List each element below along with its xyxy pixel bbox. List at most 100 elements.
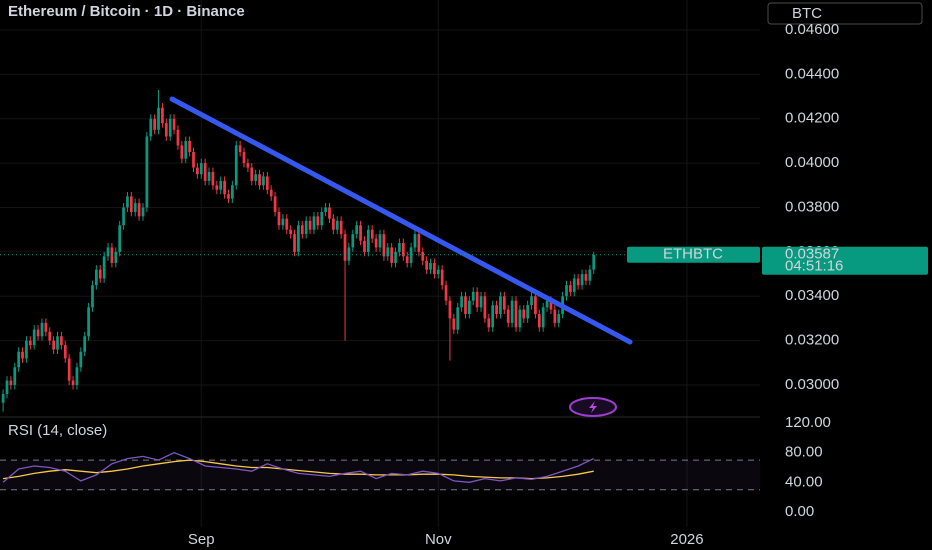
candle-body <box>421 251 425 261</box>
currency-button[interactable] <box>767 2 923 25</box>
candle-body <box>192 152 195 168</box>
icon-bolt[interactable] <box>589 401 597 413</box>
candle-body <box>87 307 90 337</box>
candle-body <box>32 329 36 346</box>
candle-body <box>60 336 63 346</box>
candle-body <box>157 107 160 130</box>
candle-body <box>176 129 180 146</box>
candle-body <box>475 291 479 308</box>
candle-body <box>351 234 355 248</box>
candle-body <box>401 243 405 257</box>
candle-body <box>359 225 362 241</box>
candle-body <box>13 367 17 386</box>
candle-body <box>262 176 265 186</box>
candle-body <box>394 251 397 263</box>
candle-body <box>223 180 226 195</box>
candle-body <box>374 238 378 248</box>
rsi-ma-line <box>3 459 594 480</box>
candle-body <box>460 296 463 308</box>
candle-body <box>557 314 561 323</box>
candle-body <box>17 351 21 368</box>
candle-body <box>168 118 172 137</box>
candle-body <box>63 345 67 359</box>
candle-body <box>569 285 572 292</box>
candle-body <box>71 380 75 386</box>
candle-body <box>110 247 114 263</box>
candle-body <box>444 285 448 301</box>
candle-body <box>75 367 79 386</box>
candle-body <box>448 300 452 319</box>
symbol-tag <box>627 246 760 263</box>
candle-body <box>297 225 300 252</box>
y-tick-label: 0.04600 <box>785 21 839 38</box>
candle-body <box>312 216 316 230</box>
candle-body <box>390 247 394 263</box>
candle-body <box>518 309 522 328</box>
candle-body <box>79 351 83 368</box>
candle-body <box>436 269 440 275</box>
y-tick-label: 0.04400 <box>785 65 839 82</box>
candle-body <box>534 296 537 315</box>
candle-body <box>207 171 211 181</box>
y-tick-label: 0.03400 <box>785 287 839 304</box>
price-tag <box>762 246 928 275</box>
candle-body <box>425 260 428 270</box>
candle-body <box>433 262 436 275</box>
candle-body <box>265 176 269 190</box>
candle-body <box>382 234 386 257</box>
candle-body <box>219 180 223 190</box>
candle-body <box>479 296 483 308</box>
candle-body <box>487 318 491 328</box>
candle-body <box>180 145 184 159</box>
candle-body <box>324 207 327 212</box>
candle-body <box>145 136 149 208</box>
candle-body <box>91 285 94 308</box>
chart-title: Ethereum / Bitcoin · 1D · Binance <box>8 3 245 20</box>
candle-body <box>25 340 28 359</box>
candle-body <box>526 305 530 319</box>
lightning-icon[interactable] <box>569 397 617 417</box>
candle-body <box>363 240 366 252</box>
candle-body <box>405 256 409 263</box>
candle-body <box>149 118 153 137</box>
candle-body <box>9 380 13 386</box>
candle-body <box>40 322 44 337</box>
candle-body <box>21 351 24 359</box>
candle-body <box>106 247 110 257</box>
candle-body <box>114 251 118 263</box>
candle-body <box>52 340 55 350</box>
marks <box>1 89 596 483</box>
currency-button-label[interactable]: BTC <box>792 5 822 22</box>
candle-body <box>230 185 234 199</box>
y-tick-label: 0.03800 <box>785 198 839 215</box>
candle-body <box>491 305 495 328</box>
candle-body <box>549 300 553 310</box>
candle-body <box>67 358 71 381</box>
candle-body <box>28 340 32 346</box>
candle-body <box>5 380 9 394</box>
candle-body <box>409 247 413 263</box>
rsi-title: RSI (14, close) <box>8 422 107 439</box>
y-tick-label: 0.04200 <box>785 110 839 127</box>
x-tick-label: 2026 <box>670 531 703 548</box>
rsi-line <box>2 451 594 483</box>
candle-body <box>98 269 102 279</box>
candle-body <box>502 296 506 310</box>
candle-body <box>242 152 246 164</box>
candle-body <box>95 269 98 286</box>
candle-body <box>343 234 347 261</box>
candle-body <box>398 243 401 252</box>
candle-body <box>102 256 106 279</box>
price-tag-value: 0.03587 <box>785 246 839 263</box>
candle-body <box>471 291 475 301</box>
candle-body <box>464 296 467 315</box>
candle-body <box>133 203 137 212</box>
candle-body <box>456 307 460 330</box>
candle-body <box>273 196 277 212</box>
candle-body <box>522 309 526 319</box>
candle-body <box>530 296 533 306</box>
candle-body <box>254 174 258 181</box>
